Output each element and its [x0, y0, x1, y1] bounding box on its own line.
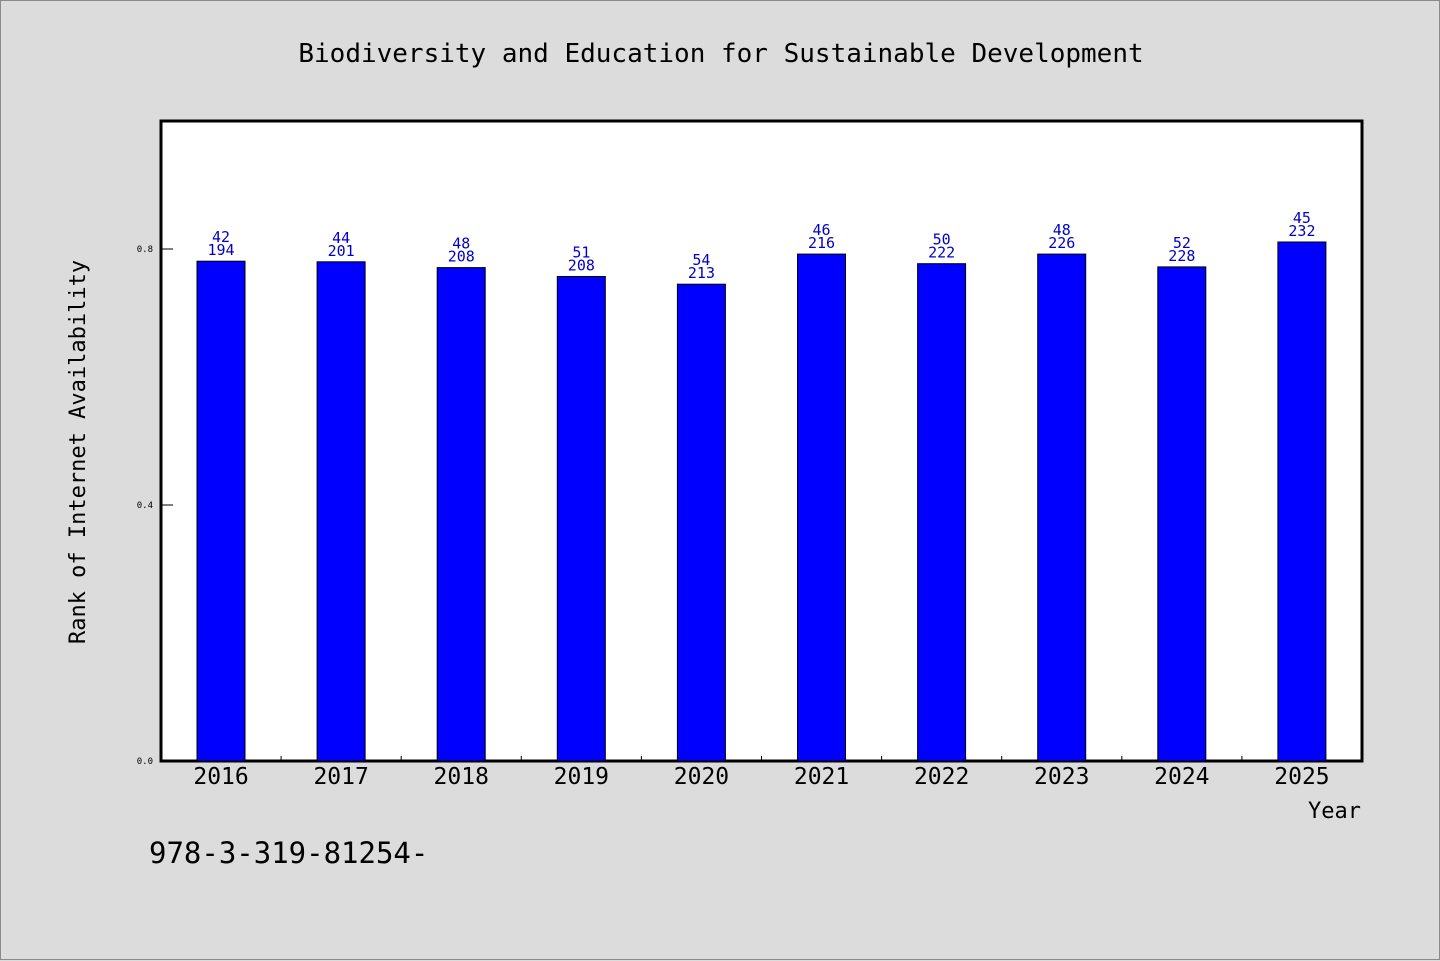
- x-tick-label-2022: 2022: [914, 764, 969, 790]
- data-label-total-2016: 194: [208, 241, 235, 259]
- y-tick-label: 0.8: [137, 245, 153, 255]
- x-tick-label-2023: 2023: [1034, 764, 1089, 790]
- x-tick-label-2024: 2024: [1154, 764, 1209, 790]
- x-axis-title: Year: [1308, 799, 1361, 824]
- bar-2019: [556, 276, 606, 762]
- data-label-count-2023: 48: [1053, 221, 1071, 239]
- bar-2021: [797, 253, 846, 762]
- data-label-count-2020: 54: [692, 251, 710, 269]
- data-label-count-2024: 52: [1173, 234, 1191, 252]
- y-tick-label: 0.0: [137, 757, 153, 767]
- data-label-count-2021: 46: [813, 221, 831, 239]
- bar-2024: [1157, 266, 1207, 762]
- chart-title: Biodiversity and Education for Sustainab…: [298, 39, 1143, 69]
- data-label-count-2022: 50: [933, 231, 951, 249]
- y-axis-title: Rank of Internet Availability: [66, 260, 91, 644]
- data-label-total-2023: 226: [1048, 234, 1075, 252]
- x-tick-label-2020: 2020: [674, 764, 729, 790]
- bar-2023: [1037, 253, 1087, 762]
- bar-2025: [1277, 241, 1327, 762]
- data-label-count-2016: 42: [212, 228, 230, 246]
- data-label-count-2019: 51: [572, 244, 590, 262]
- data-label-total-2019: 208: [568, 257, 595, 275]
- x-tick-label-2017: 2017: [313, 764, 368, 790]
- bar-2016: [196, 260, 246, 762]
- data-label-total-2018: 208: [448, 248, 475, 266]
- x-tick-label-2025: 2025: [1274, 764, 1329, 790]
- isbn-footer: 978-3-319-81254-: [149, 836, 428, 870]
- data-label-total-2022: 222: [928, 244, 955, 262]
- bar-2017: [316, 261, 366, 762]
- data-label-total-2017: 201: [328, 242, 355, 260]
- data-label-total-2020: 213: [688, 264, 715, 282]
- y-axis: 0.0 0.4 0.8: [137, 245, 173, 767]
- bar-2018: [436, 267, 486, 762]
- data-label-total-2025: 232: [1288, 222, 1315, 240]
- data-label-count-2025: 45: [1293, 209, 1311, 227]
- x-tick-label-2016: 2016: [193, 764, 248, 790]
- data-label-count-2018: 48: [452, 235, 470, 253]
- data-label-count-2017: 44: [332, 229, 350, 247]
- bar-2020: [676, 283, 726, 762]
- x-tick-label-2019: 2019: [554, 764, 609, 790]
- x-tick-label-2018: 2018: [434, 764, 489, 790]
- y-tick-label: 0.4: [137, 501, 153, 511]
- bar-2022: [917, 263, 967, 762]
- x-axis: 2016 2017 2018 2019 2020 2021 2022 2023 2024 2025: [193, 756, 1330, 790]
- x-tick-label-2021: 2021: [794, 764, 849, 790]
- data-label-total-2021: 216: [808, 234, 835, 252]
- data-label-total-2024: 228: [1168, 247, 1195, 265]
